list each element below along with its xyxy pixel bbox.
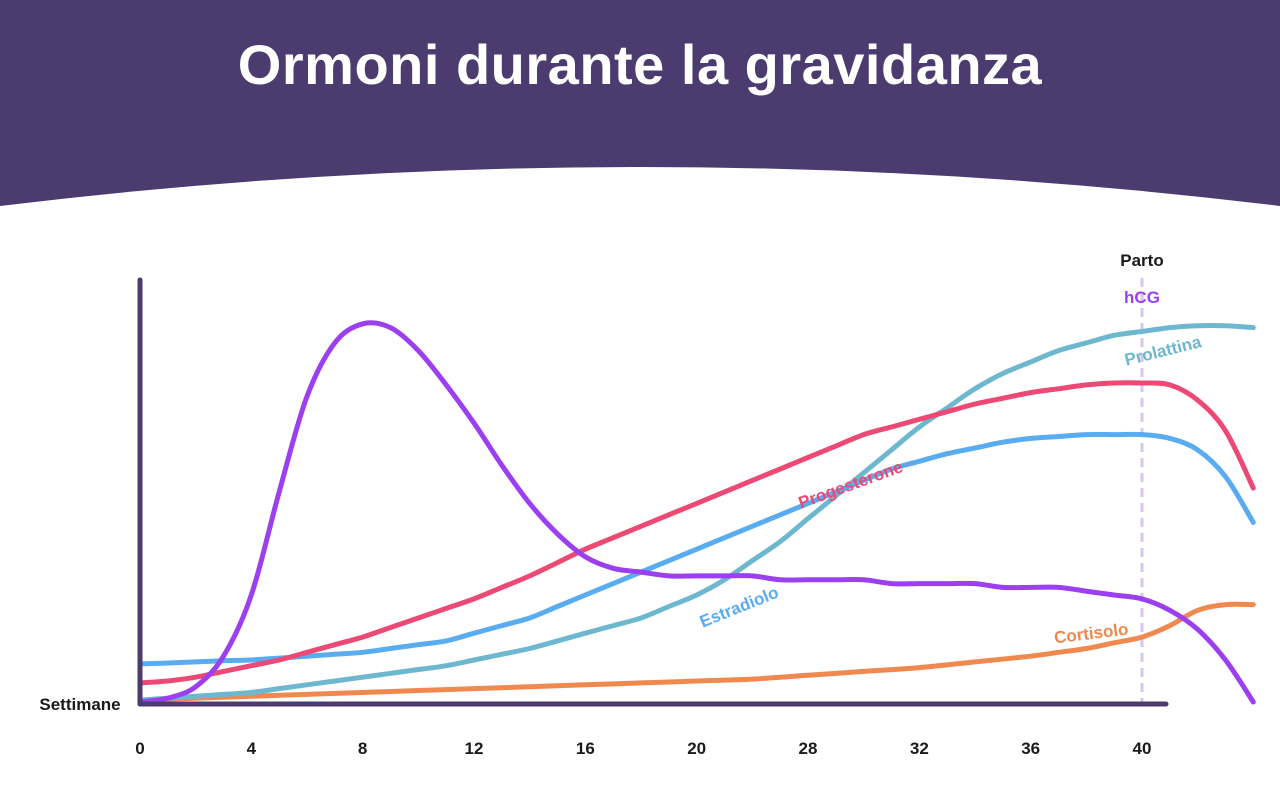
header-banner-shape [0,0,1280,206]
x-tick-label: 4 [247,739,257,758]
series-layer [137,320,1256,705]
parto-label: Parto [1120,251,1163,270]
x-tick-label: 40 [1133,739,1152,758]
series-cortisolo-line [137,601,1256,703]
series-prolattina-line [137,322,1256,703]
series-progesterone-line [137,380,1256,686]
series-hcg-label: hCG [1124,288,1160,307]
x-tick-label: 20 [687,739,706,758]
axis-layer [137,277,1169,707]
header-banner [0,0,1280,206]
x-tick-label: 28 [799,739,818,758]
x-axis-title: Settimane [39,695,120,714]
series-hcg-line [137,320,1256,705]
x-tick-label: 36 [1021,739,1040,758]
x-tick-label: 8 [358,739,367,758]
x-tick-label: 16 [576,739,595,758]
series-progesterone-label: Progesterone [796,457,905,512]
x-tick-label: 0 [135,739,144,758]
x-tick-label: 32 [910,739,929,758]
series-prolattina-label: Prolattina [1123,332,1204,370]
series-estradiolo-line [137,431,1256,667]
page-title: Ormoni durante la gravidanza [237,33,1043,96]
x-tick-label: 12 [465,739,484,758]
